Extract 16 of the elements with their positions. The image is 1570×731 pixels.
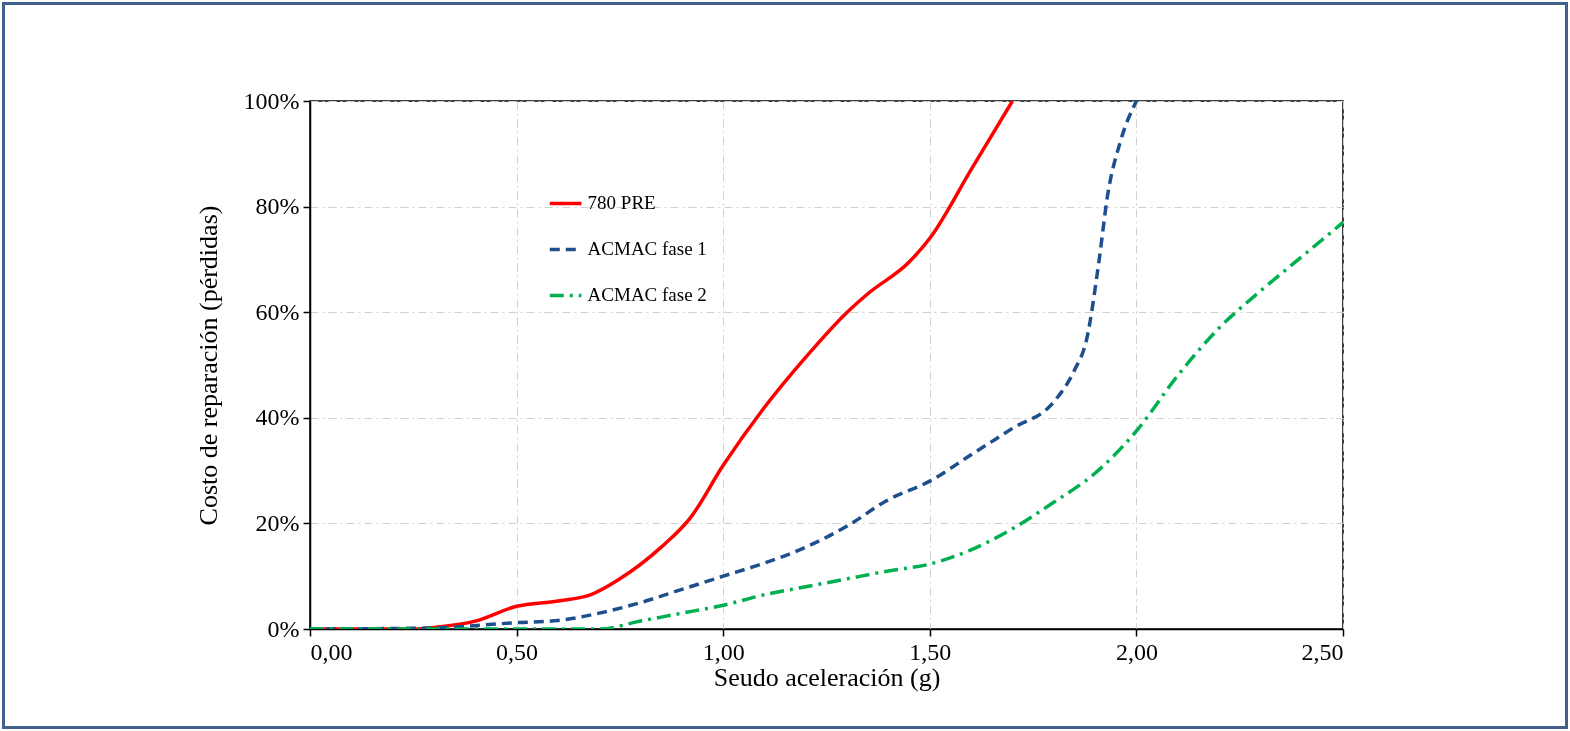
x-tick-label: 1,00 [702,638,745,665]
legend-label: ACMAC fase 1 [587,238,707,260]
x-tick-label: 1,50 [909,638,952,665]
x-tick-label: 0,00 [310,638,353,665]
x-tick-label: 0,50 [496,638,539,665]
y-tick-label: 20% [255,509,300,536]
y-tick-label: 100% [243,87,300,114]
legend-label: ACMAC fase 2 [587,284,707,306]
y-tick-label: 80% [255,193,300,220]
y-tick-label: 60% [255,298,300,325]
y-tick-label: 0% [267,615,300,642]
y-axis-title: Costo de reparación (pérdidas) [193,205,223,526]
legend-label: 780 PRE [587,192,656,214]
x-tick-label: 2,00 [1115,638,1158,665]
x-tick-label: 2,50 [1301,638,1344,665]
y-tick-label: 40% [255,404,300,431]
